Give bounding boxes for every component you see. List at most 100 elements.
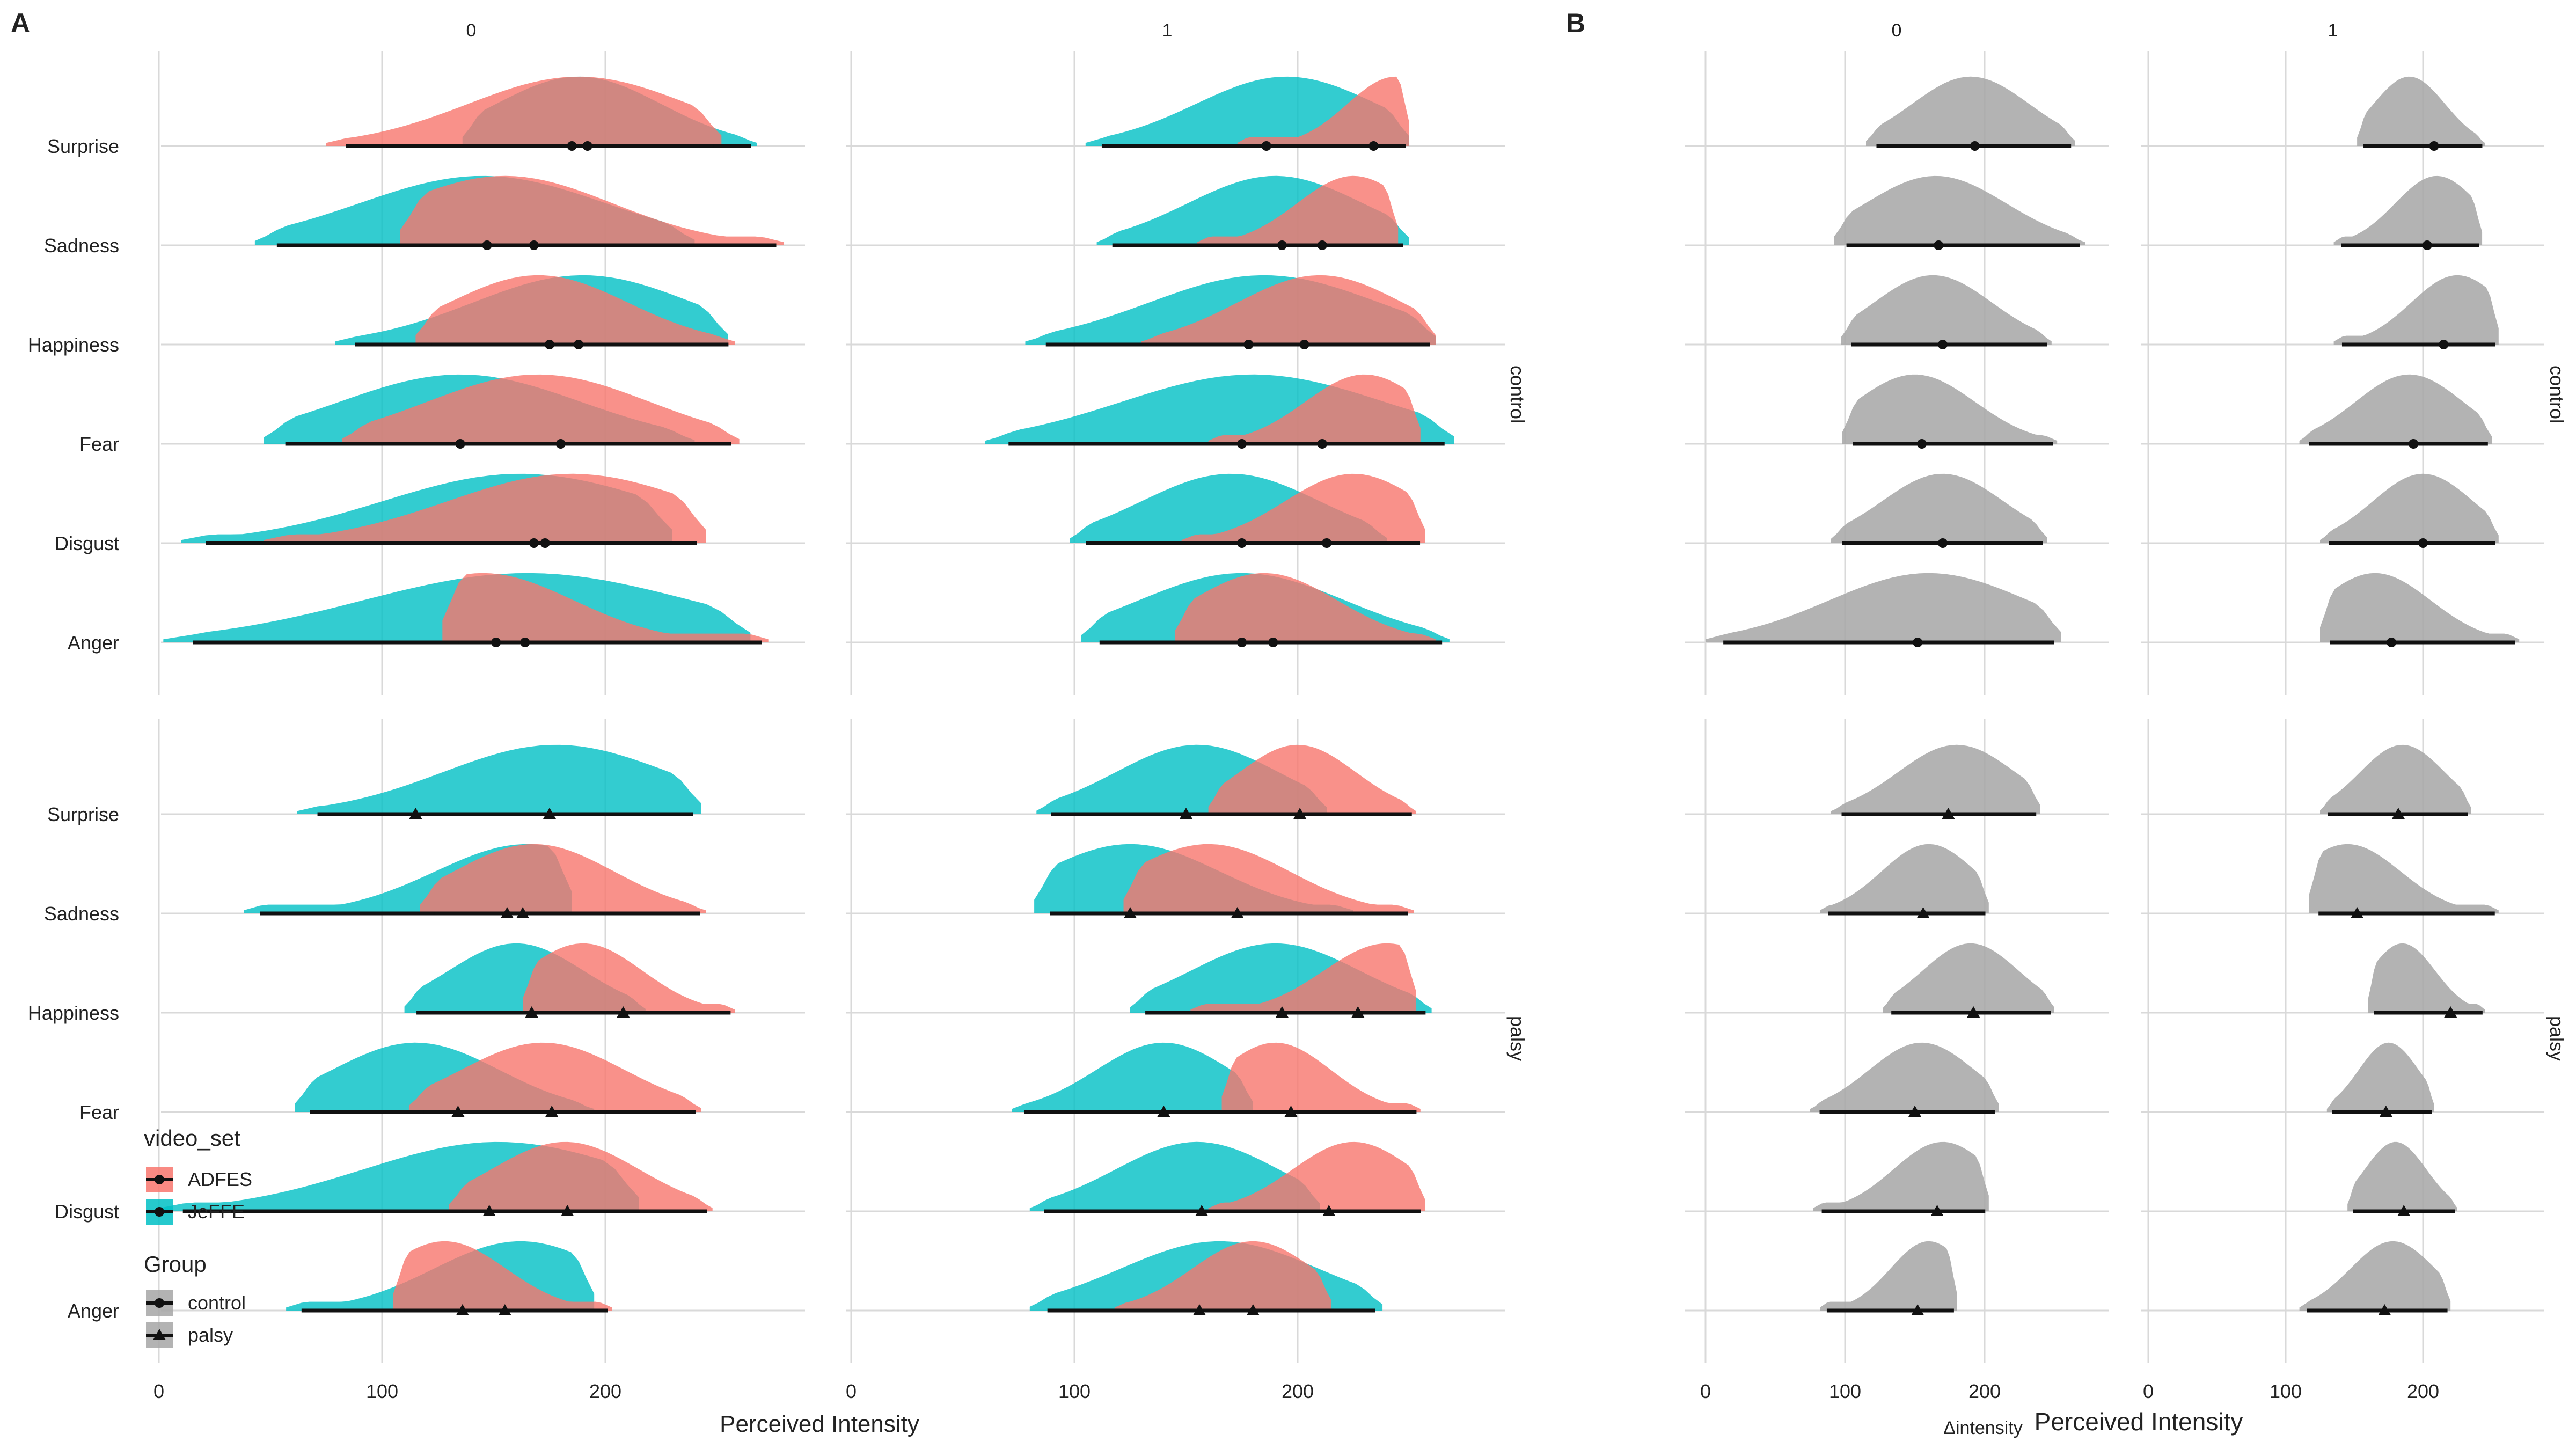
- legend-item-adfes-label: ADFES: [188, 1168, 252, 1190]
- panel-label-b: B: [1566, 8, 1585, 38]
- a0-control-anger-adfes-point: [520, 638, 530, 647]
- b1-control-surprise-density: [2357, 77, 2485, 146]
- b1-palsy-anger-density: [2300, 1241, 2451, 1311]
- a1-palsy-sadness-adfes-density: [1124, 844, 1414, 913]
- y-tick-label-palsy-3: Fear: [79, 1101, 119, 1123]
- b0-palsy-surprise-density: [1831, 745, 2040, 814]
- x-tick-label-B1-2: 200: [2407, 1380, 2439, 1402]
- a0-control-surprise-adfes-density: [326, 77, 721, 146]
- facet-row-label-a-palsy: palsy: [1506, 1016, 1528, 1061]
- a1-control-sadness-adfes-point: [1318, 240, 1327, 250]
- legend-group-title: Group: [144, 1252, 207, 1277]
- a0-control-fear-adfes-point: [556, 439, 566, 449]
- facet-col-label-a1: 1: [1162, 20, 1173, 41]
- b0-control-disgust-point: [1938, 538, 1948, 548]
- b1-control-anger-point: [2387, 638, 2396, 647]
- b1-control-happiness-density: [2334, 275, 2499, 345]
- legend-item-control-label: control: [188, 1292, 246, 1314]
- a1-control-surprise-adfes-point: [1368, 141, 1378, 151]
- y-tick-label-palsy-5: Anger: [68, 1300, 119, 1322]
- b1-control-sadness-density: [2334, 176, 2482, 245]
- legend-item-jeffe-label: JeFFE: [188, 1201, 245, 1223]
- a1-control-anger-adfes-point: [1268, 638, 1278, 647]
- y-tick-label-control-0: Surprise: [47, 135, 119, 157]
- x-tick-label-B0-0: 0: [1700, 1380, 1711, 1402]
- b0-palsy-happiness-density: [1883, 943, 2054, 1013]
- b0-control-happiness-point: [1938, 340, 1948, 349]
- y-tick-label-control-1: Sadness: [44, 235, 119, 257]
- b1-palsy-fear-density: [2327, 1043, 2434, 1112]
- b0-palsy-fear-density: [1810, 1043, 1999, 1112]
- a0-control-happiness-adfes-point: [545, 340, 554, 349]
- b0-control-happiness-density: [1841, 275, 2052, 345]
- a1-control-happiness-adfes-point: [1299, 340, 1309, 349]
- b0-control-disgust-density: [1831, 474, 2047, 543]
- a1-palsy-fear-jeffe-density: [1012, 1043, 1253, 1112]
- legend-key-adfes-point: [155, 1175, 164, 1184]
- x-tick-label-A1-1: 100: [1058, 1380, 1091, 1402]
- b1-palsy-disgust-density: [2347, 1142, 2457, 1211]
- x-axis-title-b-subscript: Δintensity: [1943, 1418, 2022, 1438]
- a0-palsy-surprise-jeffe-density: [297, 745, 701, 814]
- b0-control-sadness-density: [1834, 176, 2085, 245]
- x-tick-label-A0-0: 0: [153, 1380, 164, 1402]
- a0-control-surprise-adfes-point: [567, 141, 577, 151]
- b1-control-sadness-point: [2423, 240, 2432, 250]
- a0-control-disgust-adfes-point: [540, 538, 550, 548]
- b1-palsy-sadness-density: [2309, 844, 2499, 913]
- x-tick-label-B1-0: 0: [2143, 1380, 2154, 1402]
- facet-col-label-a0: 0: [466, 20, 477, 41]
- marks-layer: [146, 77, 2519, 1348]
- b1-palsy-surprise-density: [2320, 745, 2471, 814]
- facet-col-label-b0: 0: [1892, 20, 1902, 41]
- b1-control-happiness-point: [2439, 340, 2448, 349]
- facet-row-label-b-control: control: [2546, 365, 2568, 423]
- b1-control-disgust-density: [2320, 474, 2499, 543]
- panel-label-a: A: [11, 8, 30, 38]
- b1-control-disgust-point: [2418, 538, 2428, 548]
- b0-control-surprise-density: [1866, 77, 2075, 146]
- y-tick-label-control-5: Anger: [68, 632, 119, 654]
- b0-control-surprise-point: [1970, 141, 1980, 151]
- x-axis-title-b: Perceived Intensity: [2035, 1408, 2243, 1436]
- facet-row-label-b-palsy: palsy: [2546, 1016, 2568, 1061]
- x-tick-label-B0-2: 200: [1968, 1380, 2001, 1402]
- b1-control-fear-point: [2409, 439, 2418, 449]
- a1-palsy-fear-adfes-density: [1222, 1043, 1421, 1112]
- y-tick-label-palsy-0: Surprise: [47, 803, 119, 825]
- b0-control-anger-density: [1706, 573, 2061, 642]
- b1-control-fear-density: [2300, 375, 2492, 444]
- facet-row-label-a-control: control: [1506, 365, 1528, 423]
- y-tick-label-palsy-4: Disgust: [55, 1201, 119, 1223]
- legend-key-jeffe-point: [155, 1207, 164, 1217]
- y-tick-label-control-4: Disgust: [55, 532, 119, 554]
- b0-control-fear-point: [1917, 439, 1927, 449]
- legend-video-set-title: video_set: [144, 1125, 240, 1151]
- b1-palsy-happiness-density: [2368, 943, 2485, 1013]
- facet-col-label-b1: 1: [2328, 20, 2338, 41]
- b1-control-anger-density: [2320, 573, 2519, 642]
- a1-control-fear-adfes-point: [1318, 439, 1327, 449]
- a0-control-sadness-adfes-density: [400, 176, 784, 245]
- a1-control-disgust-adfes-point: [1322, 538, 1331, 548]
- y-tick-label-control-3: Fear: [79, 433, 119, 455]
- b1-control-surprise-point: [2429, 141, 2439, 151]
- legend-key-control-point: [155, 1298, 164, 1308]
- b0-control-anger-point: [1913, 638, 1922, 647]
- b0-palsy-disgust-density: [1813, 1142, 1989, 1211]
- b0-control-fear-density: [1842, 375, 2057, 444]
- x-tick-label-A0-2: 200: [589, 1380, 621, 1402]
- x-tick-label-B0-1: 100: [1829, 1380, 1861, 1402]
- x-tick-label-A1-0: 0: [846, 1380, 857, 1402]
- a0-palsy-sadness-adfes-density: [420, 844, 706, 913]
- a0-palsy-happiness-adfes-density: [523, 943, 735, 1013]
- b0-control-sadness-point: [1934, 240, 1943, 250]
- legend-item-palsy-label: palsy: [188, 1324, 233, 1346]
- y-tick-label-palsy-1: Sadness: [44, 903, 119, 925]
- b0-palsy-anger-density: [1820, 1241, 1957, 1311]
- x-axis-title-a: Perceived Intensity: [720, 1411, 919, 1437]
- y-tick-label-palsy-2: Happiness: [28, 1002, 119, 1024]
- x-tick-label-A1-2: 200: [1282, 1380, 1314, 1402]
- x-tick-label-A0-1: 100: [366, 1380, 398, 1402]
